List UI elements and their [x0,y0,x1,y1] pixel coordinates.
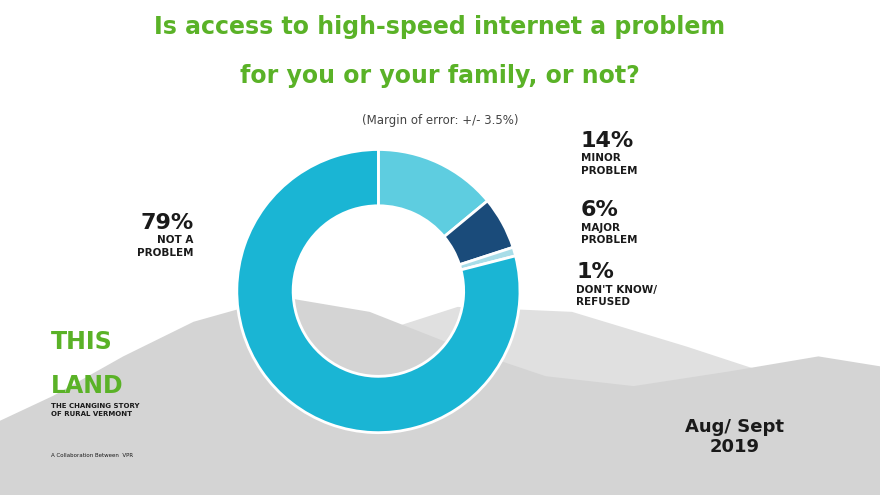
Text: 79%: 79% [140,213,194,233]
Text: 1%: 1% [576,262,614,282]
Text: 6%: 6% [581,200,619,220]
Text: THIS: THIS [51,330,113,354]
Text: A Collaboration Between  VPR: A Collaboration Between VPR [51,453,133,458]
Text: (Margin of error: +/- 3.5%): (Margin of error: +/- 3.5%) [362,114,518,127]
Polygon shape [0,297,880,495]
Text: THE CHANGING STORY
OF RURAL VERMONT: THE CHANGING STORY OF RURAL VERMONT [51,403,140,417]
Text: MINOR
PROBLEM: MINOR PROBLEM [581,153,637,176]
Text: DON'T KNOW/
REFUSED: DON'T KNOW/ REFUSED [576,285,657,307]
Wedge shape [378,149,488,237]
Wedge shape [444,201,513,265]
Text: NOT A
PROBLEM: NOT A PROBLEM [137,235,194,257]
Polygon shape [246,307,880,495]
Text: Aug/ Sept
2019: Aug/ Sept 2019 [686,418,784,456]
Text: Is access to high-speed internet a problem: Is access to high-speed internet a probl… [154,15,726,39]
Text: for you or your family, or not?: for you or your family, or not? [240,64,640,88]
Text: MAJOR
PROBLEM: MAJOR PROBLEM [581,223,637,245]
Wedge shape [237,149,520,433]
Text: LAND: LAND [51,375,124,398]
Wedge shape [459,248,516,270]
Text: 14%: 14% [581,131,634,151]
